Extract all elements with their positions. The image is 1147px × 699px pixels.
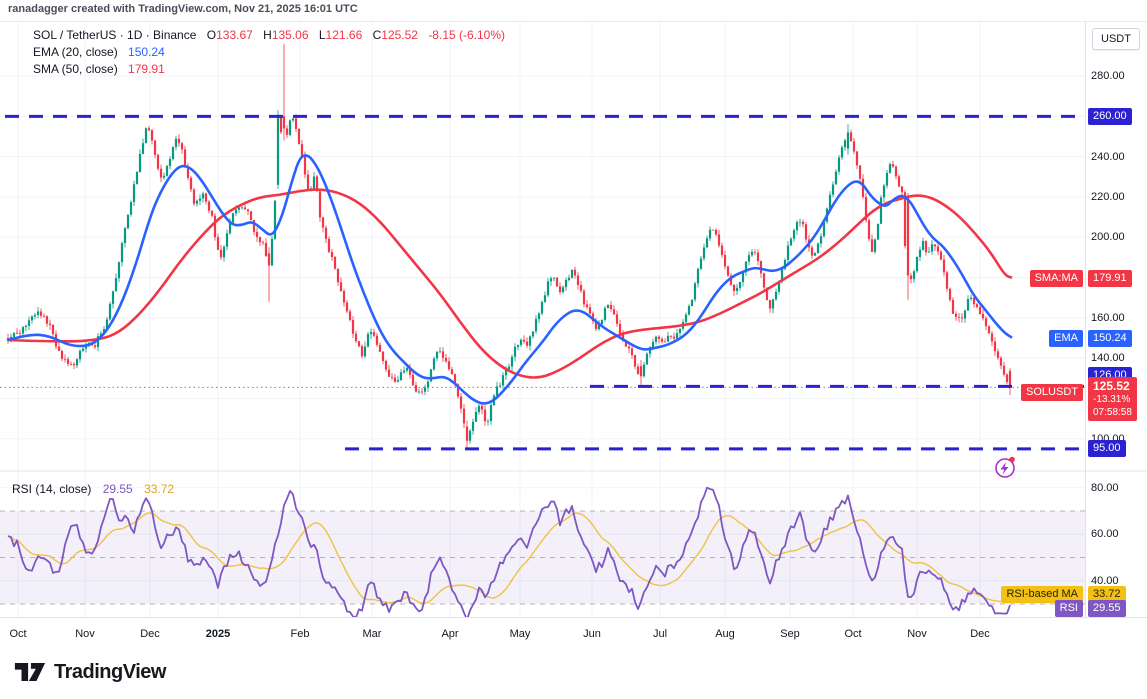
ema-tag-badge: EMA xyxy=(1049,330,1083,347)
time-axis[interactable]: Oct Nov Dec 2025 Feb Mar Apr May Jun Jul Aug Sep Oct… xyxy=(0,617,1147,651)
rsi-ma-value-badge: 33.72 xyxy=(1088,586,1126,603)
time-axis-label: Jun xyxy=(583,628,601,640)
axis-tick-label: 160.00 xyxy=(1091,311,1125,324)
time-axis-label: Nov xyxy=(907,628,927,640)
rsi-ma-value: 33.72 xyxy=(144,482,175,496)
axis-tick-label: 40.00 xyxy=(1091,574,1119,587)
ema-label: EMA (20, close) xyxy=(33,45,118,59)
open-label: O xyxy=(206,28,217,42)
close-value: 125.52 xyxy=(381,28,418,42)
time-axis-label: May xyxy=(509,628,531,640)
sma50-line xyxy=(7,188,1013,379)
time-axis-label: Sep xyxy=(780,628,800,640)
axis-tick-label: 140.00 xyxy=(1091,352,1125,365)
symbol-tag-badge: SOLUSDT xyxy=(1021,384,1083,401)
change-value: -8.15 (-6.10%) xyxy=(428,28,506,42)
sma-label: SMA (50, close) xyxy=(33,62,118,76)
axis-tick-label: 220.00 xyxy=(1091,190,1125,203)
tradingview-logo[interactable]: TradingView xyxy=(13,659,166,686)
low-value: 121.66 xyxy=(325,28,363,42)
attribution-text: ranadagger created with TradingView.com,… xyxy=(8,3,358,15)
symbol-title: SOL / TetherUS · 1D · Binance xyxy=(33,28,197,42)
time-axis-label: Oct xyxy=(9,628,27,640)
tradingview-logo-icon xyxy=(14,663,46,681)
resistance-level-badge[interactable]: 260.00 xyxy=(1088,108,1132,125)
rsi-tag-badge: RSI xyxy=(1054,600,1083,617)
time-axis-label: Jul xyxy=(652,628,668,640)
rsi-label: RSI (14, close) xyxy=(12,482,92,496)
price-axis-separator xyxy=(1085,21,1086,650)
sma-value-badge: 179.91 xyxy=(1088,270,1132,287)
chart-canvas[interactable] xyxy=(0,22,1147,618)
time-axis-label: Apr xyxy=(441,628,459,640)
ema-value: 150.24 xyxy=(128,45,165,59)
time-axis-label: 2025 xyxy=(205,628,231,640)
currency-toggle-button[interactable]: USDT xyxy=(1092,28,1140,50)
time-axis-label: Mar xyxy=(362,628,382,640)
open-value: 133.67 xyxy=(216,28,253,42)
tradingview-logo-text: TradingView xyxy=(54,661,166,683)
last-price-change: -13.31% xyxy=(1093,394,1131,405)
ema-legend-row[interactable]: EMA (20, close) 150.24 xyxy=(33,45,165,59)
time-axis-label: Dec xyxy=(140,628,160,640)
ema20-line xyxy=(7,154,1013,405)
last-price-value: 125.52 xyxy=(1093,379,1130,393)
axis-tick-label: 200.00 xyxy=(1091,231,1125,244)
bar-countdown: 07:58:58 xyxy=(1093,407,1132,418)
time-axis-label: Feb xyxy=(290,628,310,640)
technicals-lightning-icon[interactable] xyxy=(995,456,1015,478)
time-axis-label: Oct xyxy=(844,628,862,640)
support-level-badge[interactable]: 95.00 xyxy=(1088,440,1126,457)
time-axis-label: Dec xyxy=(970,628,990,640)
axis-tick-label: 280.00 xyxy=(1091,70,1125,82)
rsi-value-badge: 29.55 xyxy=(1088,600,1126,617)
sma-tag-badge: SMA:MA xyxy=(1029,270,1083,287)
rsi-value: 29.55 xyxy=(102,482,133,496)
rsi-line xyxy=(7,486,1011,618)
axis-tick-label: 80.00 xyxy=(1091,481,1119,494)
axis-tick-label: 60.00 xyxy=(1091,528,1119,541)
chart-area[interactable]: SOL / TetherUS · 1D · Binance O133.67 H1… xyxy=(0,21,1147,618)
rsi-ma-line xyxy=(7,512,1011,604)
high-label: H xyxy=(263,28,272,42)
close-label: C xyxy=(372,28,382,42)
low-label: L xyxy=(318,28,326,42)
sma-legend-row[interactable]: SMA (50, close) 179.91 xyxy=(33,62,165,76)
sma-value: 179.91 xyxy=(128,62,165,76)
symbol-legend-row[interactable]: SOL / TetherUS · 1D · Binance O133.67 H1… xyxy=(33,28,505,42)
axis-tick-label: 240.00 xyxy=(1091,150,1125,163)
footer: TradingView xyxy=(0,650,1147,699)
time-axis-label: Nov xyxy=(75,628,95,640)
last-price-badge: 125.52 -13.31% 07:58:58 xyxy=(1088,377,1137,421)
high-value: 135.06 xyxy=(271,28,309,42)
rsi-band xyxy=(0,510,1085,605)
rsi-ma-tag-badge: RSI-based MA xyxy=(1001,586,1083,603)
time-axis-label: Aug xyxy=(715,628,735,640)
ema-value-badge: 150.24 xyxy=(1088,330,1132,347)
rsi-legend-row[interactable]: RSI (14, close) 29.55 33.72 xyxy=(12,482,174,496)
